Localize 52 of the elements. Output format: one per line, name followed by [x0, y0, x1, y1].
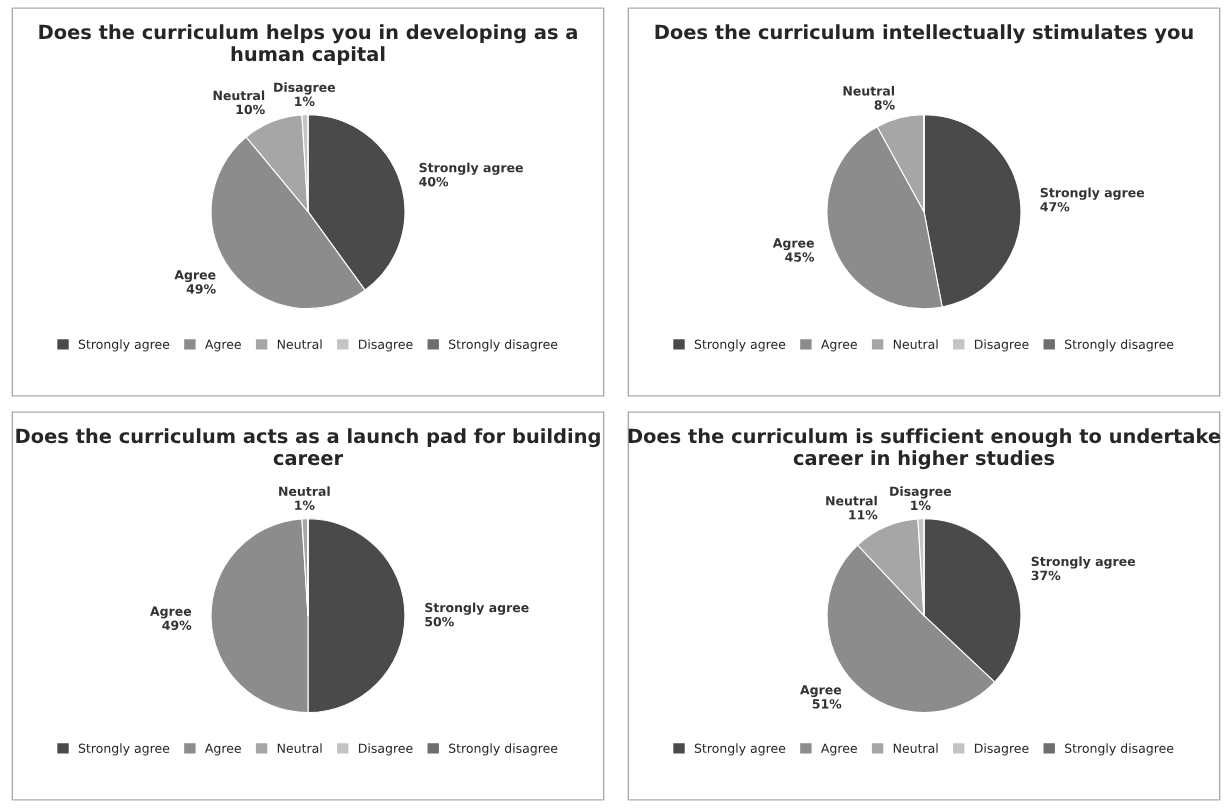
slice-label: Disagree [890, 486, 952, 499]
slice-label: Strongly agree [419, 162, 523, 175]
legend-label: Agree [820, 339, 857, 352]
data-label: 50% [425, 616, 454, 627]
legend-label: Strongly disagree [1065, 339, 1174, 352]
data-label: 51% [812, 699, 842, 709]
slice-label: Neutral [826, 495, 877, 506]
chart-title: Does the curriculum intellectually stimulates you [655, 24, 1193, 44]
data-label: 8% [874, 100, 895, 110]
legend-label: Strongly disagree [449, 339, 558, 352]
legend-label: Disagree [974, 743, 1029, 756]
legend-label: Strongly agree [78, 339, 170, 352]
chart-title: Does the curriculum acts as a launch pad for building career [16, 428, 600, 466]
legend-label: Agree [204, 339, 241, 352]
legend-label: Agree [204, 743, 241, 756]
legend-label: Neutral [277, 339, 322, 349]
slice-label: Strongly agree [425, 602, 529, 615]
data-label: 40% [419, 176, 449, 187]
data-label: 47% [1040, 201, 1070, 212]
chart-title: Does the curriculum is sufficient enough to undertake career in higher studies [628, 428, 1221, 470]
data-label: 1% [295, 96, 315, 107]
legend-label: Strongly disagree [449, 743, 558, 756]
data-label: 11% [849, 510, 878, 520]
data-label: 49% [162, 620, 192, 630]
slice-label: Neutral [279, 486, 330, 497]
legend-label: Strongly agree [78, 743, 170, 756]
legend-label: Disagree [358, 339, 413, 352]
chart-title: Does the curriculum helps you in developing as a human capital [39, 24, 577, 65]
legend-label: Disagree [358, 743, 413, 756]
data-label: 37% [1031, 570, 1061, 581]
legend-label: Strongly agree [694, 743, 786, 756]
legend-label: Neutral [893, 743, 938, 753]
data-label: 49% [186, 284, 216, 294]
slice-label: Neutral [213, 90, 265, 101]
slice-label: Agree [150, 606, 192, 619]
legend-label: Strongly agree [694, 339, 786, 352]
data-label: 1% [911, 500, 931, 511]
data-label: 45% [785, 252, 815, 262]
data-label: 1% [295, 500, 315, 511]
slice-label: Agree [800, 685, 842, 698]
legend-label: Neutral [277, 743, 322, 753]
legend-label: Strongly disagree [1065, 743, 1174, 756]
legend-label: Disagree [974, 339, 1029, 352]
slice-label: Disagree [274, 82, 336, 95]
slice-label: Agree [174, 270, 216, 283]
slice-label: Neutral [843, 85, 895, 96]
data-label: 10% [236, 104, 265, 115]
slice-label: Strongly agree [1040, 187, 1145, 200]
slice-label: Agree [772, 238, 814, 251]
legend-label: Agree [820, 743, 857, 756]
legend-label: Neutral [893, 339, 938, 349]
slice-label: Strongly agree [1031, 556, 1136, 569]
